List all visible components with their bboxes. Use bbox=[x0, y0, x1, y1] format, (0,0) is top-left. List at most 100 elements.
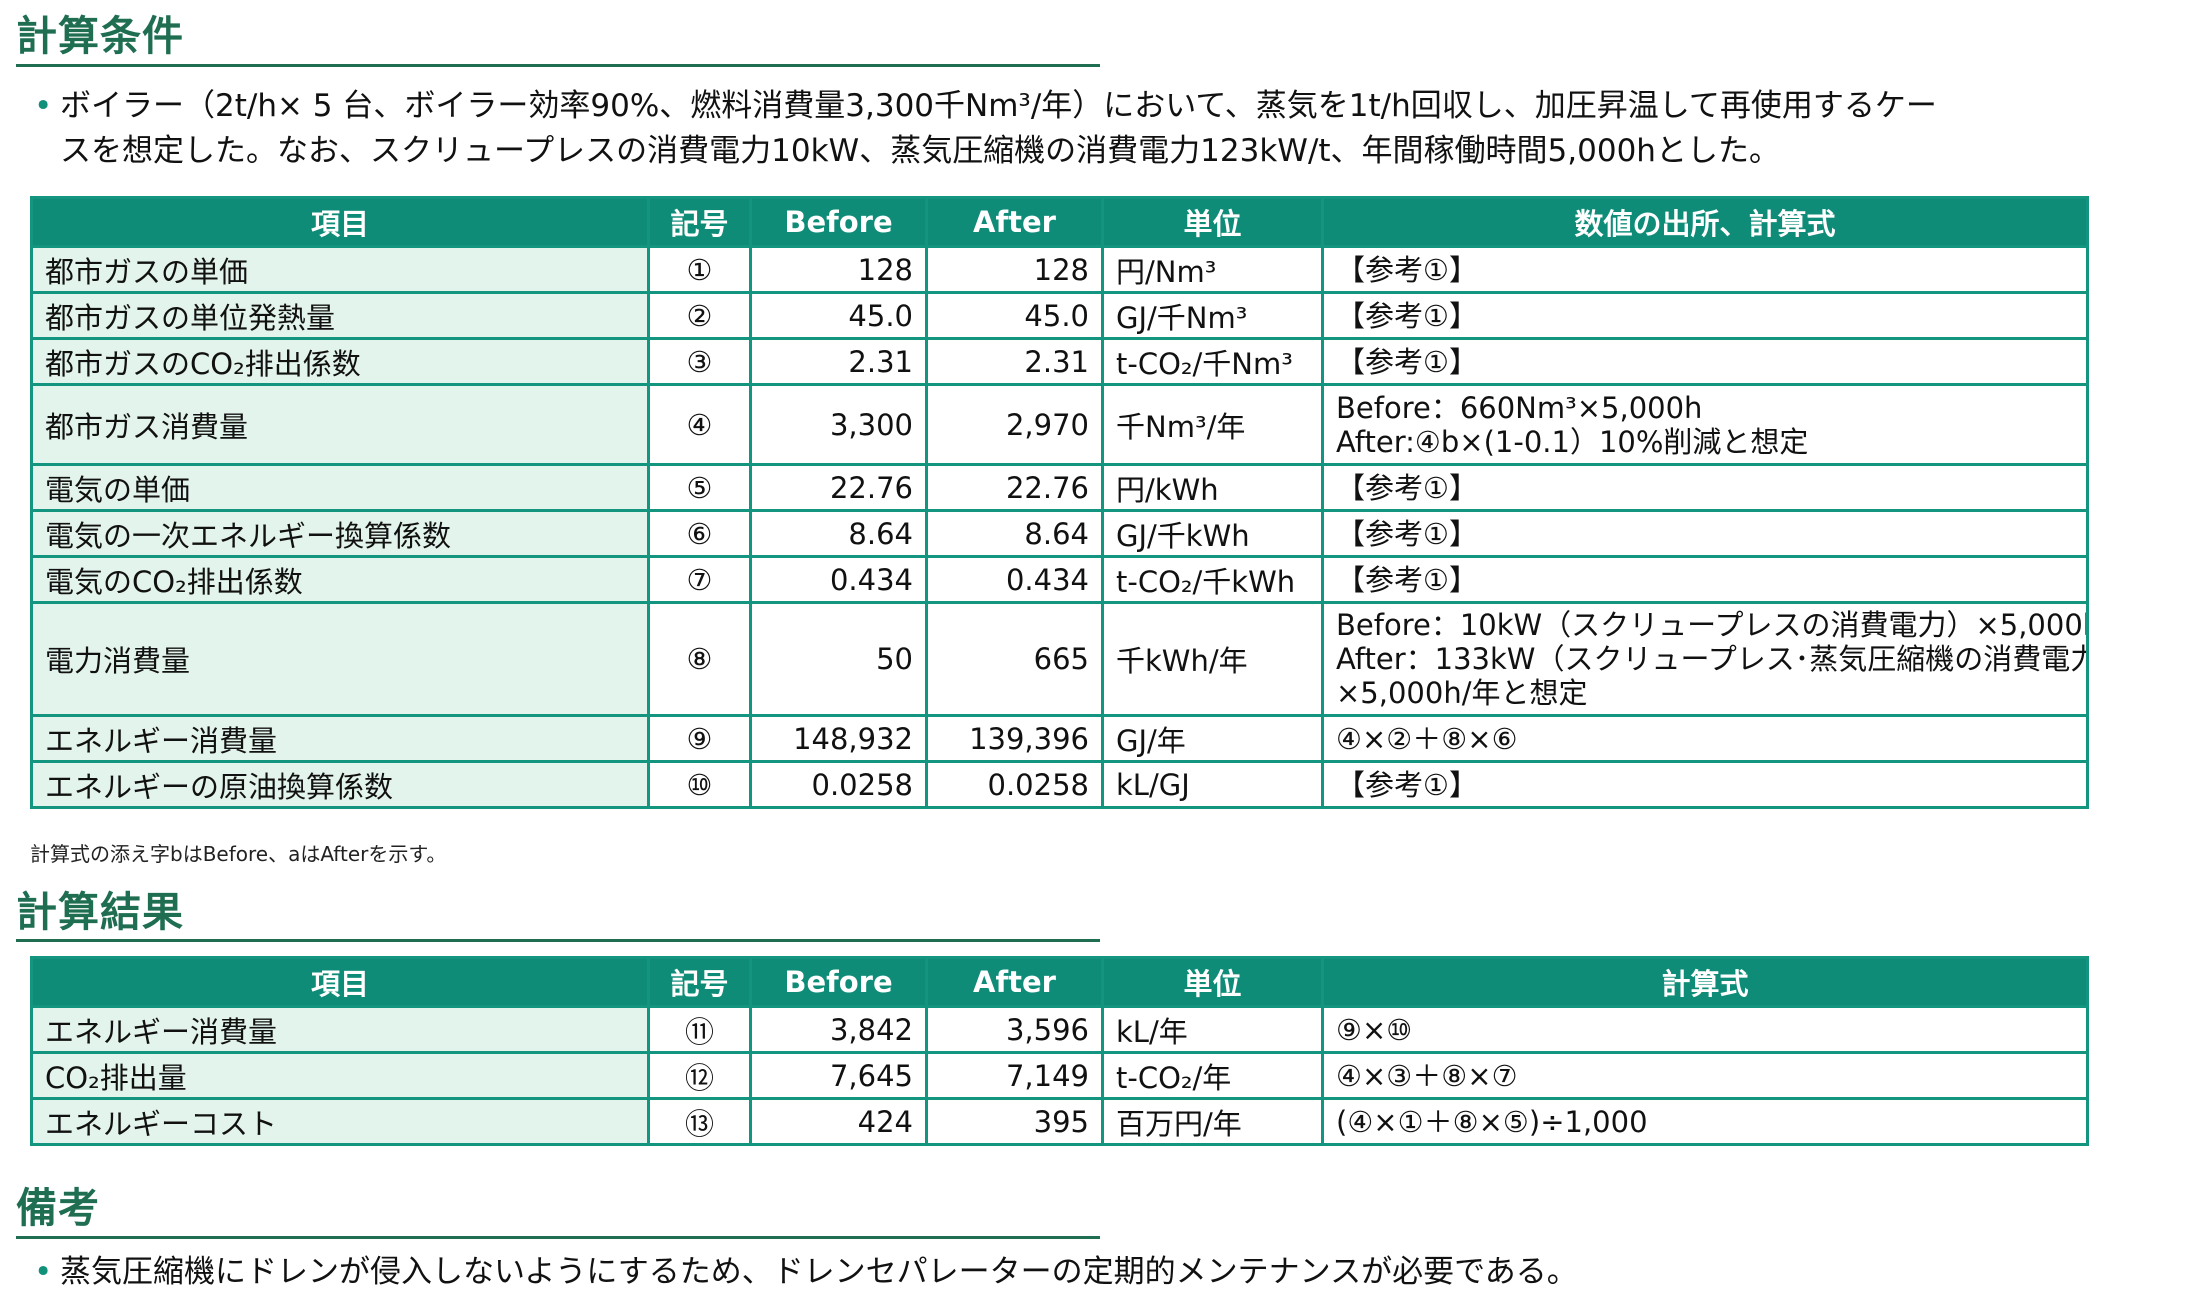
cell-symbol: ④ bbox=[647, 383, 752, 466]
cell-item: エネルギー消費量 bbox=[30, 714, 650, 763]
cell-before: 148,932 bbox=[749, 714, 928, 763]
cell-after: 665 bbox=[925, 601, 1104, 717]
cell-source: ⑨×⑩ bbox=[1321, 1005, 2089, 1054]
cell-source: 【参考①】 bbox=[1321, 337, 2089, 386]
cell-after: 0.0258 bbox=[925, 760, 1104, 809]
cell-source: Before：660Nm³×5,000h After:④b×(1-0.1）10%削… bbox=[1321, 383, 2089, 466]
cell-before: 22.76 bbox=[749, 463, 928, 512]
table-row: エネルギー消費量 ⑨ 148,932 139,396 GJ/年 ④×②＋⑧×⑥ bbox=[30, 714, 2089, 763]
source-line: 【参考①】 bbox=[1336, 298, 1478, 333]
source-line: ④×③＋⑧×⑦ bbox=[1336, 1058, 1518, 1093]
section-title-conditions: 計算条件 bbox=[16, 12, 184, 60]
cell-item: 都市ガスの単価 bbox=[30, 245, 650, 294]
table-row: CO₂排出量 ⑫ 7,645 7,149 t-CO₂/年 ④×③＋⑧×⑦ bbox=[30, 1051, 2089, 1100]
source-line: (④×①＋⑧×⑤)÷1,000 bbox=[1336, 1104, 1648, 1139]
source-line: ⑨×⑩ bbox=[1336, 1012, 1413, 1047]
section-divider bbox=[16, 1236, 1100, 1239]
cell-source: 【参考①】 bbox=[1321, 760, 2089, 809]
cell-symbol: ② bbox=[647, 291, 752, 340]
table-row: 電気のCO₂排出係数 ⑦ 0.434 0.434 t-CO₂/千kWh 【参考①】 bbox=[30, 555, 2089, 604]
header-before: Before bbox=[749, 196, 928, 248]
cell-symbol: ⑥ bbox=[647, 509, 752, 558]
cell-unit: t-CO₂/年 bbox=[1101, 1051, 1324, 1100]
cell-before: 7,645 bbox=[749, 1051, 928, 1100]
conditions-bullet-line2: スを想定した。なお、スクリュープレスの消費電力10kW、蒸気圧縮機の消費電力12… bbox=[60, 133, 1780, 169]
cell-after: 2,970 bbox=[925, 383, 1104, 466]
cell-after: 3,596 bbox=[925, 1005, 1104, 1054]
section-title-remarks: 備考 bbox=[16, 1184, 100, 1232]
table-header-row: 項目 記号 Before After 単位 数値の出所、計算式 bbox=[30, 196, 2089, 248]
table-row: エネルギーコスト ⑬ 424 395 百万円/年 (④×①＋⑧×⑤)÷1,000 bbox=[30, 1097, 2089, 1146]
remarks-bullet-text: 蒸気圧縮機にドレンが侵入しないようにするため、ドレンセパレーターの定期的メンテナ… bbox=[60, 1254, 1578, 1290]
cell-unit: kL/年 bbox=[1101, 1005, 1324, 1054]
cell-unit: 千Nm³/年 bbox=[1101, 383, 1324, 466]
section-divider bbox=[16, 64, 1100, 67]
cell-source: 【参考①】 bbox=[1321, 463, 2089, 512]
cell-item: エネルギーの原油換算係数 bbox=[30, 760, 650, 809]
table-row: 都市ガス消費量 ④ 3,300 2,970 千Nm³/年 Before：660Nm³×5,… bbox=[30, 383, 2089, 466]
cell-before: 3,300 bbox=[749, 383, 928, 466]
cell-item: 都市ガス消費量 bbox=[30, 383, 650, 466]
cell-symbol: ⑨ bbox=[647, 714, 752, 763]
cell-item: 電気の一次エネルギー換算係数 bbox=[30, 509, 650, 558]
header-item: 項目 bbox=[30, 196, 650, 248]
cell-symbol: ③ bbox=[647, 337, 752, 386]
source-line: Before：10kW（スクリュープレスの消費電力）×5,000h/年 bbox=[1336, 608, 2088, 642]
table-row: エネルギー消費量 ⑪ 3,842 3,596 kL/年 ⑨×⑩ bbox=[30, 1005, 2089, 1054]
cell-item: 電気のCO₂排出係数 bbox=[30, 555, 650, 604]
table-row: エネルギーの原油換算係数 ⑩ 0.0258 0.0258 kL/GJ 【参考①】 bbox=[30, 760, 2089, 809]
conditions-table: 項目 記号 Before After 単位 数値の出所、計算式 都市ガスの単価 ① 128 12… bbox=[30, 196, 2089, 809]
source-line: 【参考①】 bbox=[1336, 562, 1478, 597]
cell-unit: 千kWh/年 bbox=[1101, 601, 1324, 717]
cell-source: Before：10kW（スクリュープレスの消費電力）×5,000h/年 After… bbox=[1321, 601, 2089, 717]
cell-item: エネルギーコスト bbox=[30, 1097, 650, 1146]
table-row: 電気の単価 ⑤ 22.76 22.76 円/kWh 【参考①】 bbox=[30, 463, 2089, 512]
header-source: 数値の出所、計算式 bbox=[1321, 196, 2089, 248]
cell-before: 50 bbox=[749, 601, 928, 717]
section-title-results: 計算結果 bbox=[16, 888, 184, 936]
source-line: After：133kW（スクリュープレス･蒸気圧縮機の消費電力） bbox=[1336, 642, 2088, 676]
cell-unit: t-CO₂/千kWh bbox=[1101, 555, 1324, 604]
cell-symbol: ⑪ bbox=[647, 1005, 752, 1054]
source-line: ④×②＋⑧×⑥ bbox=[1336, 721, 1518, 756]
table-header-row: 項目 記号 Before After 単位 計算式 bbox=[30, 956, 2089, 1008]
table-row: 電力消費量 ⑧ 50 665 千kWh/年 Before：10kW（スクリュープレスの消費… bbox=[30, 601, 2089, 717]
source-line: 【参考①】 bbox=[1336, 767, 1478, 802]
conditions-bullet: • ボイラー（2t/h× 5 台、ボイラー効率90%、燃料消費量3,300千Nm… bbox=[34, 84, 2074, 174]
cell-item: 都市ガスのCO₂排出係数 bbox=[30, 337, 650, 386]
cell-after: 8.64 bbox=[925, 509, 1104, 558]
cell-unit: 百万円/年 bbox=[1101, 1097, 1324, 1146]
cell-symbol: ⑧ bbox=[647, 601, 752, 717]
source-line: ×5,000h/年と想定 bbox=[1336, 676, 1588, 710]
header-after: After bbox=[925, 956, 1104, 1008]
source-line: Before：660Nm³×5,000h bbox=[1336, 390, 1703, 425]
cell-after: 395 bbox=[925, 1097, 1104, 1146]
section-divider bbox=[16, 939, 1100, 942]
table-row: 都市ガスの単価 ① 128 128 円/Nm³ 【参考①】 bbox=[30, 245, 2089, 294]
bullet-icon: • bbox=[34, 88, 53, 124]
cell-symbol: ⑬ bbox=[647, 1097, 752, 1146]
table-row: 都市ガスの単位発熱量 ② 45.0 45.0 GJ/千Nm³ 【参考①】 bbox=[30, 291, 2089, 340]
cell-unit: GJ/千kWh bbox=[1101, 509, 1324, 558]
source-line: 【参考①】 bbox=[1336, 516, 1478, 551]
cell-unit: kL/GJ bbox=[1101, 760, 1324, 809]
header-unit: 単位 bbox=[1101, 196, 1324, 248]
header-source: 計算式 bbox=[1321, 956, 2089, 1008]
cell-after: 22.76 bbox=[925, 463, 1104, 512]
header-unit: 単位 bbox=[1101, 956, 1324, 1008]
bullet-icon: • bbox=[34, 1254, 53, 1290]
header-symbol: 記号 bbox=[647, 196, 752, 248]
cell-source: 【参考①】 bbox=[1321, 291, 2089, 340]
remarks-bullet: • 蒸気圧縮機にドレンが侵入しないようにするため、ドレンセパレーターの定期的メン… bbox=[34, 1250, 2074, 1295]
cell-unit: GJ/千Nm³ bbox=[1101, 291, 1324, 340]
cell-source: ④×②＋⑧×⑥ bbox=[1321, 714, 2089, 763]
cell-unit: GJ/年 bbox=[1101, 714, 1324, 763]
conditions-bullet-line1: ボイラー（2t/h× 5 台、ボイラー効率90%、燃料消費量3,300千Nm³/… bbox=[60, 88, 1937, 124]
table-row: 都市ガスのCO₂排出係数 ③ 2.31 2.31 t-CO₂/千Nm³ 【参考①】 bbox=[30, 337, 2089, 386]
cell-item: CO₂排出量 bbox=[30, 1051, 650, 1100]
source-line: 【参考①】 bbox=[1336, 344, 1478, 379]
header-item: 項目 bbox=[30, 956, 650, 1008]
cell-after: 0.434 bbox=[925, 555, 1104, 604]
cell-source: ④×③＋⑧×⑦ bbox=[1321, 1051, 2089, 1100]
cell-item: 都市ガスの単位発熱量 bbox=[30, 291, 650, 340]
